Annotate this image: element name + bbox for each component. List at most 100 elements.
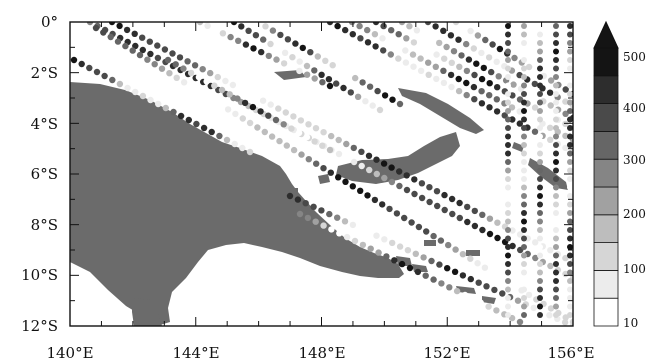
track-dot xyxy=(357,35,364,42)
track-dot xyxy=(404,247,412,254)
track-dot xyxy=(553,210,559,216)
track-dot xyxy=(195,88,202,95)
track-dot xyxy=(184,58,191,65)
track-dot xyxy=(423,228,430,235)
track-dot xyxy=(326,22,334,26)
track-dot xyxy=(172,61,179,68)
track-dot xyxy=(567,261,573,267)
track-dot xyxy=(553,133,559,140)
track-dot xyxy=(417,67,425,75)
track-dot xyxy=(567,286,573,293)
track-dot xyxy=(463,67,471,75)
track-dot xyxy=(391,257,398,264)
track-dot xyxy=(553,40,559,46)
track-dot xyxy=(380,160,388,167)
track-dot xyxy=(325,76,333,83)
track-dot xyxy=(546,312,553,319)
track-dot xyxy=(567,116,573,123)
track-dot xyxy=(463,91,470,99)
track-dot xyxy=(537,244,543,250)
track-dot xyxy=(147,96,154,104)
track-dot xyxy=(537,176,543,182)
track-dot xyxy=(199,66,206,73)
track-dot xyxy=(537,201,543,208)
colorbar: 500 400 300 200 100 10 xyxy=(593,20,646,330)
track-dot xyxy=(447,71,455,79)
track-dot xyxy=(208,128,215,136)
track-dot xyxy=(212,26,219,33)
track-dot xyxy=(567,210,573,216)
track-dot xyxy=(432,63,439,70)
track-dot xyxy=(425,71,432,79)
track-dot xyxy=(460,23,467,30)
track-dot xyxy=(216,132,223,140)
track-dot xyxy=(547,77,555,84)
track-dot xyxy=(567,269,573,276)
track-dot xyxy=(441,55,448,62)
track-dot xyxy=(521,235,527,242)
track-dot xyxy=(436,261,443,268)
track-dot xyxy=(169,50,176,57)
track-dot xyxy=(553,125,559,131)
track-dot xyxy=(521,184,527,191)
track-dot xyxy=(505,57,511,63)
track-dot xyxy=(521,176,527,182)
track-dot xyxy=(553,150,559,157)
track-dot xyxy=(367,245,374,252)
track-dot xyxy=(418,180,426,187)
track-dot xyxy=(176,54,184,61)
x-axis-labels: 140°E 144°E 148°E 152°E 156°E xyxy=(46,344,594,362)
track-dot xyxy=(329,61,336,69)
track-dot xyxy=(459,251,467,258)
track-dot xyxy=(481,264,489,271)
track-dot xyxy=(509,116,516,123)
track-dots-layer xyxy=(70,22,573,326)
y-tick-label-0: 0° xyxy=(41,13,58,31)
track-dot xyxy=(478,88,485,95)
track-dot xyxy=(567,125,573,131)
track-dot xyxy=(155,100,162,108)
track-dot xyxy=(211,82,218,89)
track-dot xyxy=(537,286,543,293)
track-dot xyxy=(553,295,559,301)
track-dot xyxy=(537,99,543,106)
track-dot xyxy=(342,178,349,185)
track-dot xyxy=(450,48,458,55)
colorbar-label-500: 500 xyxy=(623,50,646,64)
track-dot xyxy=(319,79,326,86)
track-dot xyxy=(456,199,463,207)
track-dot xyxy=(162,104,169,112)
track-dot xyxy=(553,65,559,72)
track-dot xyxy=(537,184,543,191)
track-dot xyxy=(406,23,413,30)
track-dot xyxy=(371,31,379,38)
track-dot xyxy=(413,27,421,34)
track-dot xyxy=(521,218,527,225)
track-dot xyxy=(222,77,229,85)
track-dot xyxy=(567,74,573,80)
y-tick-label-4S: 4°S xyxy=(31,115,58,133)
track-dot xyxy=(521,252,527,259)
track-dot xyxy=(493,96,500,103)
track-dot xyxy=(335,174,342,181)
track-dot xyxy=(486,215,494,222)
track-dot xyxy=(505,23,511,29)
track-dot xyxy=(193,120,200,128)
track-dot xyxy=(246,148,254,156)
track-dot xyxy=(320,165,327,172)
colorbar-label-400: 400 xyxy=(623,101,646,115)
track-dot xyxy=(467,255,474,262)
track-dot xyxy=(553,159,559,165)
track-dot xyxy=(164,56,172,64)
track-dot xyxy=(386,39,394,46)
track-dot xyxy=(410,39,418,46)
track-dot xyxy=(567,244,573,250)
track-dot xyxy=(275,105,282,112)
track-dot xyxy=(553,57,559,63)
track-dot xyxy=(335,150,343,158)
track-dot xyxy=(196,22,204,26)
track-dot xyxy=(505,99,511,106)
track-dot xyxy=(463,79,470,87)
track-dot xyxy=(286,192,294,200)
track-dot xyxy=(441,191,448,199)
